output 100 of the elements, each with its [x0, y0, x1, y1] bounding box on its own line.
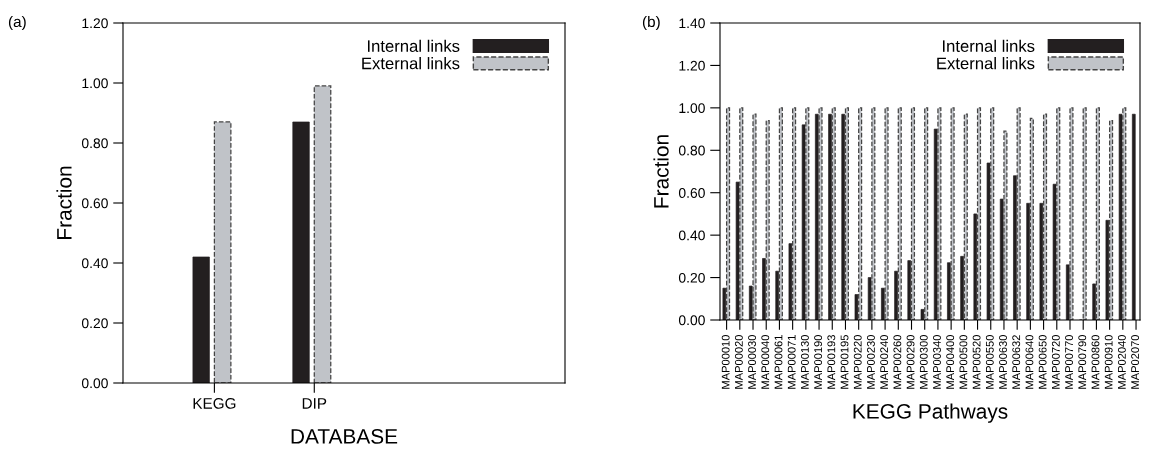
- bar: [907, 260, 912, 320]
- bar: [818, 107, 823, 320]
- x-tick-label: MAP00910: [1104, 335, 1113, 389]
- x-tick-label: MAP00230: [867, 335, 875, 389]
- y-tick-label: 0.20: [678, 272, 705, 283]
- bar: [735, 181, 740, 320]
- bar: [1131, 113, 1136, 320]
- bar: [986, 162, 991, 320]
- bar: [1118, 113, 1123, 320]
- y-tick-label: 0.80: [81, 138, 108, 149]
- bar: [748, 285, 753, 320]
- bar: [1016, 107, 1021, 320]
- y-tick-label: 0.00: [678, 315, 705, 326]
- x-tick-label: MAP00650: [1038, 335, 1047, 389]
- bar: [788, 243, 793, 320]
- bar: [778, 107, 783, 320]
- bar: [1056, 107, 1061, 320]
- bar: [990, 107, 995, 320]
- bar: [1013, 175, 1017, 320]
- x-tick-label: MAP00020: [734, 335, 743, 389]
- bar: [854, 294, 859, 320]
- y-tick-label: 1.00: [82, 78, 108, 89]
- bar: [933, 128, 938, 320]
- y-tick-label: 0.40: [678, 230, 705, 241]
- bar: [1065, 264, 1070, 320]
- bar: [976, 107, 982, 320]
- bar: [805, 107, 810, 320]
- x-tick-label: MAP00640: [1025, 335, 1034, 389]
- bar: [1092, 283, 1096, 320]
- x-tick-label: MAP00220: [853, 335, 862, 389]
- x-tick-label: MAP02040: [1117, 335, 1126, 389]
- bar: [828, 113, 832, 320]
- bar: [1052, 183, 1057, 320]
- x-tick-label: MAP00770: [1065, 335, 1073, 389]
- bar: [844, 107, 850, 320]
- bar: [881, 287, 885, 320]
- x-tick-label: MAP00040: [761, 335, 770, 389]
- y-tick-label: 1.20: [679, 60, 705, 71]
- x-tick-label: DIP: [302, 398, 327, 409]
- x-tick-label: MAP00860: [1091, 335, 1100, 389]
- x-tick-label: MAP00630: [999, 335, 1007, 389]
- x-tick-label: MAP00340: [933, 335, 941, 389]
- bar: [897, 107, 902, 320]
- bar: [1003, 130, 1008, 320]
- bar: [947, 262, 951, 320]
- text: (a): [8, 15, 26, 31]
- x-tick-label: MAP00061: [774, 335, 783, 389]
- bar: [960, 256, 964, 320]
- bar: [1122, 107, 1127, 320]
- y-tick-label: 0.00: [81, 378, 108, 389]
- bar: [1105, 219, 1110, 320]
- bar: [950, 107, 955, 320]
- x-tick-label: MAP00720: [1051, 335, 1060, 389]
- y-axis-title: Fraction: [653, 135, 669, 208]
- legend-label: Internal links: [942, 39, 1035, 52]
- x-tick-label: MAP00632: [1012, 335, 1021, 389]
- bar: [765, 119, 770, 320]
- legend-label: External links: [937, 57, 1035, 70]
- bar: [801, 124, 806, 320]
- x-axis-title: KEGG Pathways: [853, 403, 1008, 423]
- bar: [1029, 117, 1034, 320]
- bar: [1026, 202, 1030, 320]
- bar: [739, 107, 744, 320]
- x-tick-label: MAP02070: [1131, 335, 1140, 389]
- bar: [722, 287, 727, 320]
- bar: [292, 121, 310, 383]
- x-tick-label: MAP00300: [919, 335, 928, 389]
- bar: [1042, 113, 1048, 320]
- bar: [815, 113, 819, 320]
- y-axis-title: Fraction: [56, 166, 72, 239]
- x-tick-label: MAP00190: [814, 335, 823, 389]
- bar: [831, 107, 836, 320]
- x-tick-label: MAP00195: [840, 335, 849, 389]
- bar: [884, 107, 889, 320]
- bar: [999, 198, 1004, 320]
- bar: [920, 309, 925, 320]
- x-tick-label: MAP00500: [959, 335, 968, 389]
- x-tick-label: MAP00130: [800, 335, 809, 389]
- bar: [1108, 119, 1114, 320]
- bar: [313, 85, 332, 383]
- y-tick-label: 1.20: [82, 18, 108, 29]
- bar: [752, 113, 757, 320]
- y-tick-label: 0.60: [678, 188, 705, 198]
- bar: [910, 107, 916, 320]
- x-tick-label: KEGG: [193, 397, 236, 409]
- bar: [963, 113, 968, 320]
- bar: [924, 107, 929, 320]
- bar: [937, 107, 942, 320]
- bar: [792, 107, 797, 320]
- bar: [894, 270, 898, 320]
- bar: [867, 277, 872, 320]
- x-tick-label: MAP00520: [972, 335, 981, 389]
- y-tick-label: 0.20: [81, 318, 108, 329]
- bar: [1082, 107, 1087, 320]
- x-tick-label: MAP00010: [721, 335, 730, 389]
- x-tick-label: MAP00260: [893, 335, 902, 389]
- bar: [192, 256, 210, 383]
- bar: [841, 113, 846, 320]
- y-tick-label: 1.40: [679, 18, 705, 29]
- x-tick-label: MAP00071: [787, 335, 796, 389]
